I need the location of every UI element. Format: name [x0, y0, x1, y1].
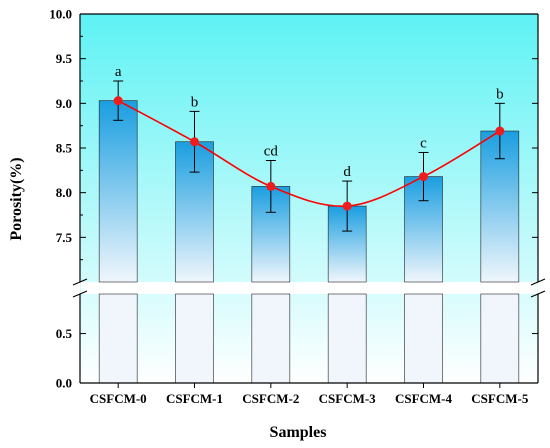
data-point	[342, 201, 352, 211]
x-tick-label: CSFCM-0	[90, 391, 147, 406]
break-mark-right-bottom	[530, 290, 546, 298]
y-tick-label: 0.0	[56, 376, 72, 391]
bars-group	[98, 100, 520, 384]
significance-label: a	[115, 64, 122, 80]
data-point	[190, 137, 199, 147]
significance-label: b	[191, 94, 199, 110]
significance-label: d	[343, 164, 351, 180]
x-tick-label: CSFCM-4	[395, 391, 453, 406]
plot-area	[80, 14, 538, 383]
bar-lower-segment	[327, 293, 367, 384]
bar	[98, 100, 138, 283]
significance-labels-group: a b cd d c b	[115, 64, 504, 180]
data-point	[419, 172, 428, 182]
y-tick-label: 10.0	[49, 7, 72, 22]
break-mark-left-bottom	[72, 290, 88, 298]
y-tick-label: 8.0	[56, 185, 72, 200]
x-axis-title: Samples	[270, 424, 327, 441]
data-point	[266, 181, 276, 191]
x-tick-label: CSFCM-3	[319, 391, 377, 406]
x-tick-label: CSFCM-5	[471, 391, 529, 406]
bar-lower-segment	[98, 293, 138, 384]
break-mark-left-top	[72, 278, 88, 286]
bar-lower-segment	[175, 293, 214, 384]
y-tick-label: 0.5	[56, 326, 73, 341]
trend-line-group	[117, 99, 501, 207]
significance-label: b	[496, 86, 504, 102]
bar	[404, 176, 443, 283]
bar-lower-segment	[404, 293, 443, 384]
x-tick-label: CSFCM-1	[166, 391, 223, 406]
bar-lower-segment	[251, 293, 291, 384]
y-tick-label: 9.0	[56, 96, 72, 111]
significance-label: c	[420, 135, 427, 151]
y-tick-label: 7.5	[56, 230, 73, 245]
data-point	[495, 126, 505, 136]
trend-line	[117, 99, 501, 207]
plot-background	[80, 14, 538, 383]
bar-lower-segment	[480, 293, 520, 384]
y-tick-label: 8.5	[56, 141, 73, 156]
data-point	[113, 96, 123, 106]
markers-group	[113, 96, 505, 211]
significance-label: cd	[264, 144, 279, 160]
y-tick-label: 9.5	[56, 51, 73, 66]
axes-group: 0.0 0.5 7.5 8.0 8.5 9.0 9.5 10.0 CSFCM-0 CSFCM-1 C…	[49, 7, 546, 406]
y-axis-title: Porosity(%)	[8, 157, 25, 240]
x-tick-label: CSFCM-2	[242, 391, 299, 406]
axis-break-gap	[81, 282, 537, 294]
break-mark-right-top	[530, 278, 546, 286]
